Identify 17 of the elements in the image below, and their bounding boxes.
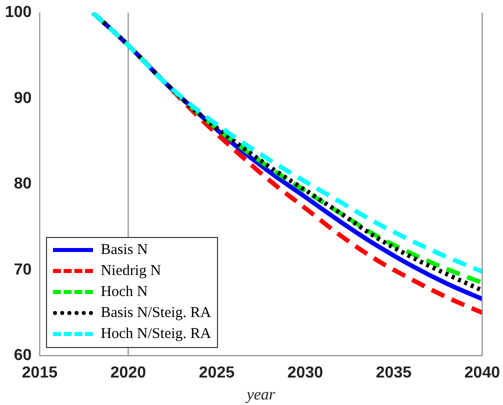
legend-label: Basis N <box>100 242 148 259</box>
y-tick-label: 60 <box>14 347 32 364</box>
y-tick-label: 100 <box>4 4 32 22</box>
x-tick-label: 2030 <box>287 364 324 382</box>
x-tick-label: 2020 <box>110 364 146 382</box>
x-tick-label: 2035 <box>376 364 412 382</box>
y-tick-label: 90 <box>14 90 32 107</box>
legend-label: Hoch N <box>100 284 148 301</box>
x-tick-label: 2040 <box>464 364 500 382</box>
x-tick-label: 2015 <box>22 364 58 382</box>
legend-label: Niedrig N <box>100 262 162 280</box>
legend-label: Hoch N/Steig. RA <box>100 326 212 343</box>
y-tick-label: 70 <box>14 261 32 278</box>
x-tick-label: 2025 <box>198 364 235 382</box>
legend-label: Basis N/Steig. RA <box>100 304 212 322</box>
x-axis-title: year <box>244 386 276 404</box>
y-tick-label: 80 <box>14 176 32 193</box>
